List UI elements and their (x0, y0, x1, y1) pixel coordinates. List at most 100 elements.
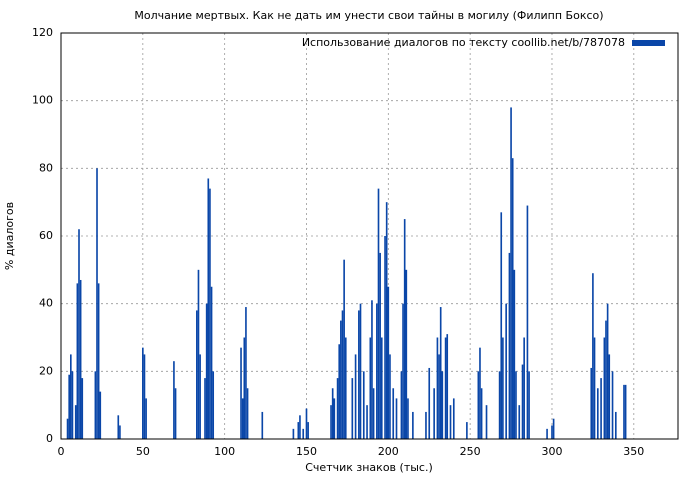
bar (338, 344, 341, 439)
bar (600, 378, 602, 439)
bar (78, 229, 80, 439)
x-tick-label: 300 (541, 445, 562, 458)
bar (292, 428, 295, 439)
y-tick-label: 0 (46, 432, 53, 445)
bar (196, 310, 198, 439)
y-tick-label: 40 (39, 297, 53, 310)
bar (143, 354, 146, 439)
bar (97, 283, 100, 439)
x-axis-label: Счетчик знаков (тыс.) (305, 461, 433, 474)
bar (624, 384, 627, 439)
bar (241, 398, 244, 439)
bar (245, 307, 247, 439)
bar (384, 236, 386, 439)
bar (344, 337, 347, 439)
bar (302, 428, 305, 439)
bar (546, 428, 548, 439)
bar (606, 303, 609, 439)
bar (369, 337, 372, 439)
bar (480, 388, 483, 439)
bar (603, 337, 606, 439)
bar (439, 307, 442, 439)
y-tick-label: 100 (32, 94, 53, 107)
bar (331, 388, 334, 439)
bar (510, 107, 512, 439)
y-tick-label: 120 (32, 26, 53, 39)
bar (96, 168, 98, 440)
legend-swatch (632, 40, 665, 46)
bar (173, 361, 175, 439)
bar (371, 300, 373, 439)
x-tick-label: 100 (214, 445, 235, 458)
y-tick-label: 80 (39, 161, 53, 174)
bar (297, 422, 300, 439)
bar (71, 371, 74, 439)
x-tick-label: 0 (58, 445, 65, 458)
bar (142, 347, 144, 439)
bar (428, 367, 431, 439)
bar (81, 378, 84, 439)
bar (614, 411, 617, 439)
bar (330, 405, 332, 439)
bar (515, 371, 517, 439)
bar (441, 371, 444, 439)
bar (511, 158, 514, 439)
bar (395, 398, 398, 439)
bar (500, 212, 503, 439)
bar (403, 219, 406, 439)
y-axis-label: % диалогов (3, 202, 16, 270)
bar (261, 411, 264, 439)
bar (596, 388, 599, 439)
bar (477, 371, 480, 439)
bar (513, 269, 516, 439)
x-tick-label: 50 (136, 445, 150, 458)
bar (592, 273, 594, 439)
bar (359, 303, 362, 439)
bar (521, 364, 524, 439)
bar (372, 388, 375, 439)
bar (79, 279, 82, 439)
bar (380, 337, 383, 439)
bar (197, 269, 200, 439)
bar (243, 337, 246, 439)
bar (498, 371, 501, 439)
bar (341, 310, 344, 439)
bar (593, 337, 596, 439)
bar (436, 337, 439, 439)
bar (444, 337, 447, 439)
bar (608, 354, 611, 439)
bar (389, 354, 391, 439)
bar (623, 384, 625, 439)
bar (412, 411, 414, 439)
bar (362, 371, 365, 439)
bar (366, 405, 368, 439)
bar (340, 320, 342, 439)
bar (485, 405, 488, 439)
bar (351, 378, 354, 439)
bar (392, 388, 395, 439)
bar (611, 371, 614, 439)
bar (446, 334, 449, 439)
bar (400, 371, 403, 439)
bar (449, 405, 452, 439)
y-tick-label: 20 (39, 364, 53, 377)
bar (246, 388, 249, 439)
bar (76, 283, 79, 439)
bar (387, 286, 390, 439)
bar (433, 388, 435, 439)
bar (145, 398, 147, 439)
bar (402, 303, 404, 439)
bar (466, 422, 468, 439)
bar (99, 391, 102, 439)
bar (379, 252, 381, 439)
bar (204, 378, 206, 439)
bar (425, 411, 427, 439)
bar (505, 303, 507, 439)
bar (66, 418, 69, 439)
x-tick-label: 150 (296, 445, 317, 458)
bar (377, 188, 380, 439)
bar (438, 354, 440, 439)
bar (407, 398, 409, 439)
bar (240, 347, 242, 439)
